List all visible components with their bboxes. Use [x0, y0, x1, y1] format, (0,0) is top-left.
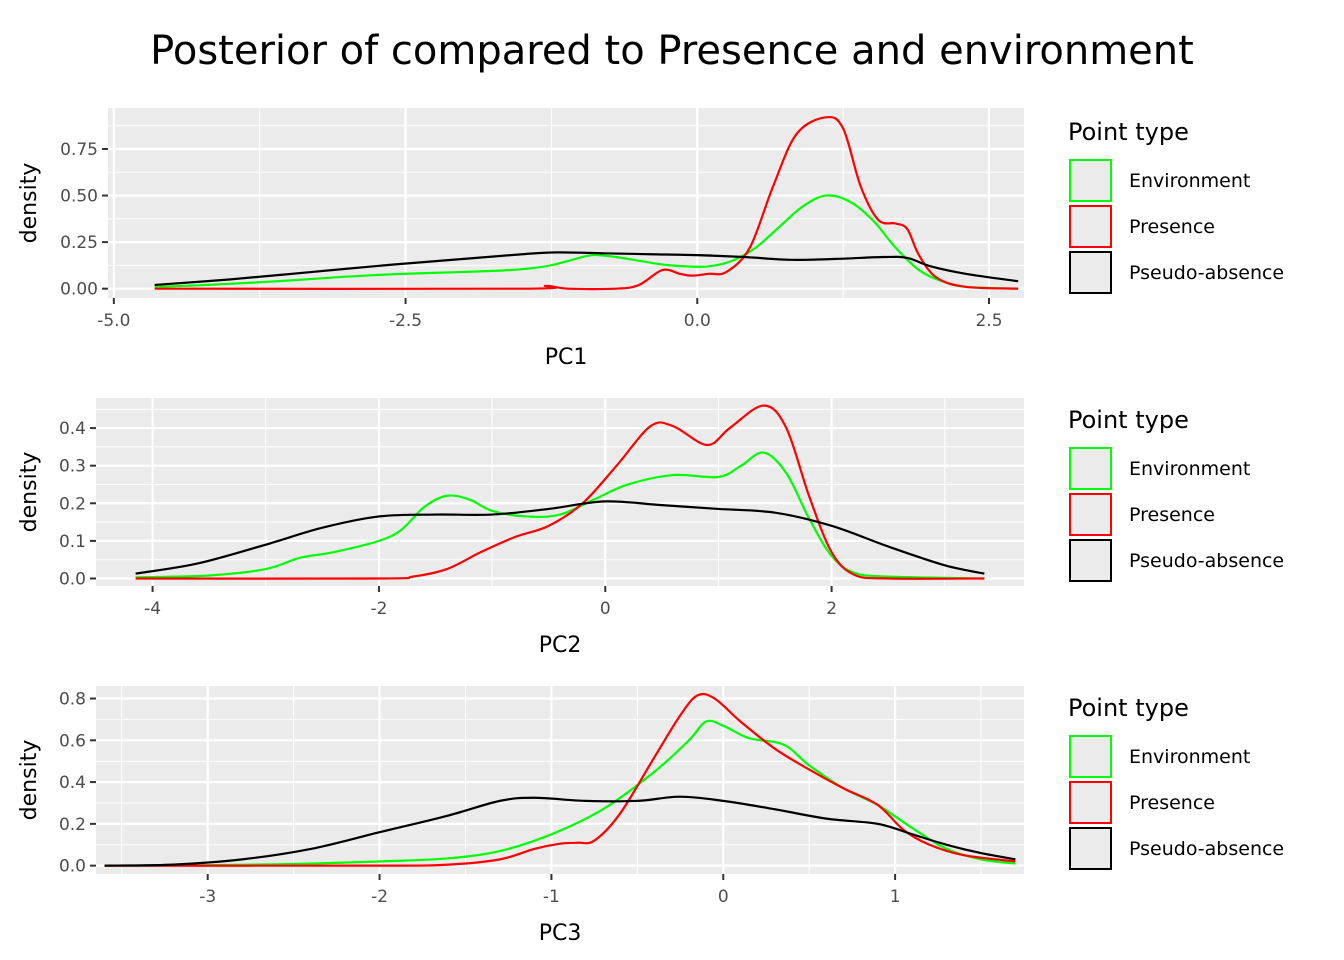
series-line-pseudo-absence: [154, 251, 1019, 287]
x-tick-label: 1: [890, 887, 901, 907]
legend-key-presence: [1069, 781, 1112, 824]
legend-pc1: Point type Environment Presence Pseudo-abse…: [1068, 118, 1284, 294]
y-tick-label: 0.3: [59, 457, 86, 477]
x-tick-label: 0: [600, 599, 611, 619]
series-line-pseudo-absence: [135, 500, 985, 575]
legend-label: Presence: [1129, 216, 1215, 238]
series-line-presence: [104, 692, 1016, 867]
series-line-environment: [154, 194, 1019, 290]
legend-label: Environment: [1129, 458, 1250, 480]
y-tick-label: 0.75: [60, 140, 98, 160]
x-tick-label: 0: [718, 887, 729, 907]
legend-title: Point type: [1068, 118, 1189, 146]
legend-key-pseudo-absence: [1069, 251, 1112, 294]
legend-key-pseudo-absence: [1069, 827, 1112, 870]
legend-title: Point type: [1068, 406, 1189, 434]
legends: Point type Environment Presence Pseudo-abse…: [1068, 118, 1284, 870]
legend-pc3: Point type Environment Presence Pseudo-abse…: [1068, 694, 1284, 870]
legend-pc2: Point type Environment Presence Pseudo-abse…: [1068, 406, 1284, 582]
legend-label: Presence: [1129, 504, 1215, 526]
y-tick-label: 0.2: [59, 815, 86, 835]
legend-label: Environment: [1129, 170, 1250, 192]
legend-key-presence: [1069, 205, 1112, 248]
legend-key-environment: [1069, 447, 1112, 490]
x-tick-label: -4: [144, 599, 161, 619]
legend-key-environment: [1069, 159, 1112, 202]
legend-key-environment: [1069, 735, 1112, 778]
y-tick-label: 0.8: [59, 690, 86, 710]
chart-title: Posterior of compared to Presence and en…: [150, 28, 1194, 74]
x-tick-label: 2: [826, 599, 837, 619]
series-line-environment: [104, 719, 1016, 867]
x-tick-label: -2: [370, 599, 387, 619]
legend-label: Presence: [1129, 792, 1215, 814]
panel-background: [96, 686, 1024, 874]
legend-title: Point type: [1068, 694, 1189, 722]
x-tick-label: 2.5: [975, 311, 1002, 331]
y-tick-label: 0.50: [60, 187, 98, 207]
y-tick-label: 0.25: [60, 233, 98, 253]
panel-pc3: -3 -2 -1 0 1 0.0 0.2 0.4 0.6 0.8 PC3 density: [17, 686, 1024, 946]
y-tick-label: 0.6: [59, 731, 86, 751]
y-tick-label: 0.4: [59, 419, 86, 439]
legend-label: Pseudo-absence: [1129, 262, 1284, 284]
y-tick-label: 0.1: [59, 532, 86, 552]
series-line-presence: [154, 115, 1019, 291]
y-tick-label: 0.4: [59, 773, 86, 793]
panel-background: [108, 108, 1024, 298]
legend-key-pseudo-absence: [1069, 539, 1112, 582]
y-tick-label: 0.0: [59, 569, 86, 589]
legend-label: Pseudo-absence: [1129, 838, 1284, 860]
legend-label: Environment: [1129, 746, 1250, 768]
y-tick-label: 0.2: [59, 494, 86, 514]
series-line-presence: [135, 404, 985, 580]
panel-pc1: -5.0 -2.5 0.0 2.5 0.00 0.25 0.50 0.75 PC1 density: [17, 108, 1024, 370]
x-tick-label: -3: [199, 887, 216, 907]
chart-panels: -5.0 -2.5 0.0 2.50.000.250.500.75PC1density…: [17, 108, 1024, 946]
x-tick-label: 0.0: [684, 311, 711, 331]
x-tick-label: -5.0: [97, 311, 130, 331]
series-line-pseudo-absence: [104, 795, 1016, 867]
panel-pc2: -4 -2 0 2 0.0 0.1 0.2 0.3 0.4 PC2 density: [17, 398, 1024, 658]
legend-label: Pseudo-absence: [1129, 550, 1284, 572]
x-tick-label: -2: [371, 887, 388, 907]
y-tick-label: 0.00: [60, 280, 98, 300]
y-axis-label: density: [17, 163, 42, 244]
y-tick-label: 0.0: [59, 857, 86, 877]
y-axis-label: density: [17, 452, 42, 533]
x-tick-label: -2.5: [389, 311, 422, 331]
legend-key-presence: [1069, 493, 1112, 536]
x-axis-label: PC3: [539, 921, 582, 946]
x-axis-label: PC2: [539, 633, 582, 658]
x-axis-label: PC1: [545, 345, 588, 370]
panel-background: [96, 398, 1024, 586]
y-axis-label: density: [17, 740, 42, 821]
x-tick-label: -1: [543, 887, 560, 907]
